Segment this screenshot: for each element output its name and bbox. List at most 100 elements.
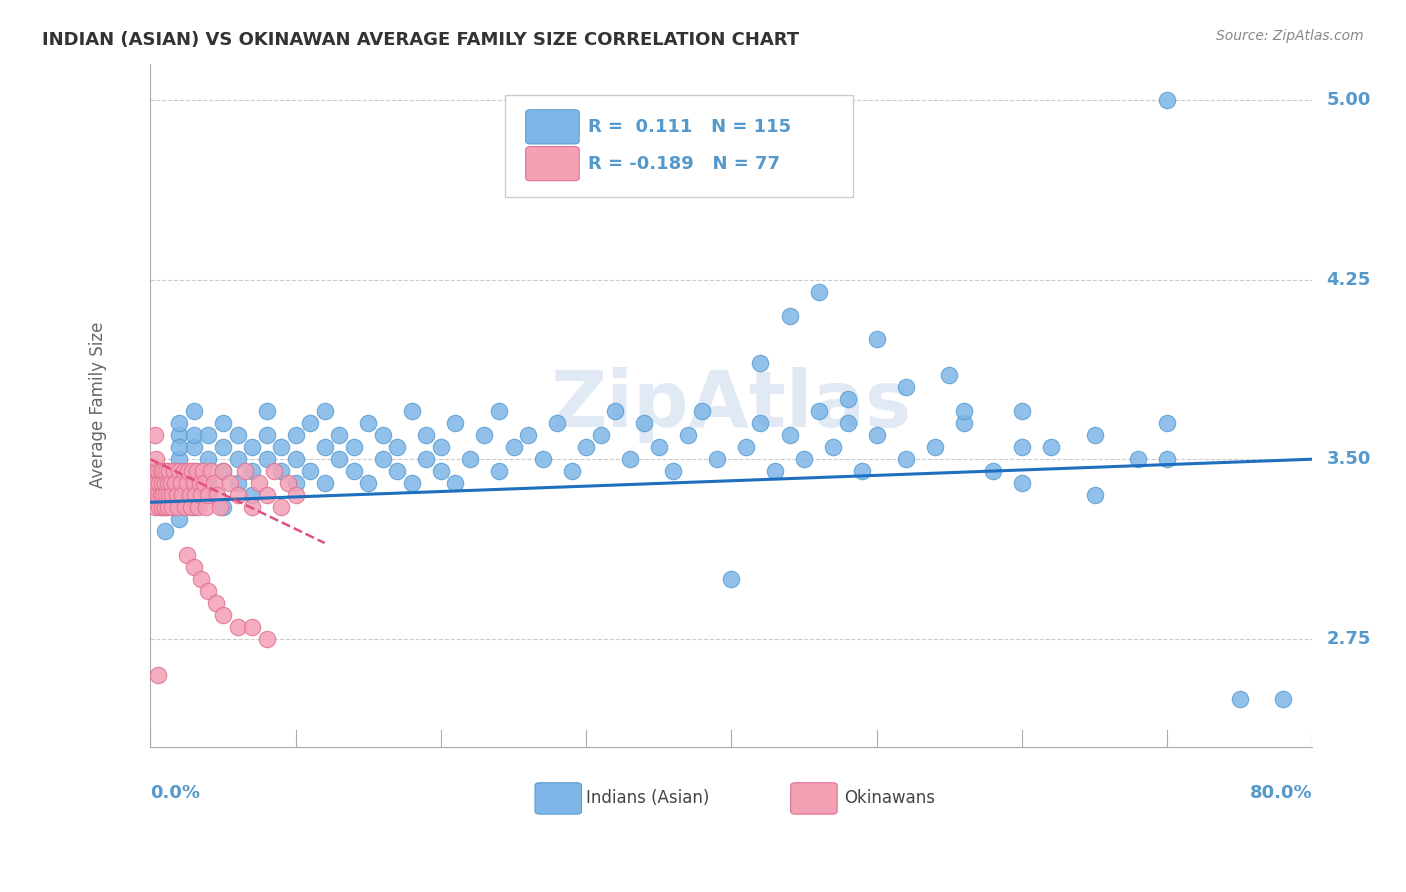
Text: 0.0%: 0.0% [150, 784, 201, 802]
Point [197, 428, 219, 442]
Point [141, 476, 163, 491]
Point [184, 488, 207, 502]
Point [212, 464, 235, 478]
Point [247, 476, 270, 491]
Point [1083, 488, 1105, 502]
Point [176, 548, 198, 562]
Point [153, 500, 176, 514]
Point [146, 667, 169, 681]
Point [357, 417, 380, 431]
Point [1011, 404, 1033, 418]
Point [401, 476, 423, 491]
Point [488, 464, 510, 478]
Point [197, 488, 219, 502]
Text: Okinawans: Okinawans [844, 789, 935, 807]
Point [233, 464, 256, 478]
FancyBboxPatch shape [526, 146, 579, 181]
Point [143, 500, 166, 514]
FancyBboxPatch shape [536, 783, 582, 814]
Point [156, 500, 179, 514]
Point [146, 488, 169, 502]
Point [240, 464, 263, 478]
Point [169, 428, 191, 442]
Point [169, 512, 191, 526]
Point [152, 464, 174, 478]
Point [142, 488, 165, 502]
Point [328, 428, 350, 442]
Point [156, 476, 179, 491]
Point [371, 452, 394, 467]
Point [183, 440, 205, 454]
Point [720, 572, 742, 586]
Point [1011, 440, 1033, 454]
Point [284, 476, 307, 491]
FancyBboxPatch shape [790, 783, 837, 814]
Point [176, 476, 198, 491]
Point [837, 392, 859, 407]
Point [371, 428, 394, 442]
Point [143, 464, 166, 478]
Point [148, 500, 170, 514]
Point [173, 464, 195, 478]
Point [153, 500, 176, 514]
Point [981, 464, 1004, 478]
Point [749, 417, 772, 431]
Point [150, 476, 173, 491]
Point [299, 464, 322, 478]
Point [240, 500, 263, 514]
Point [183, 476, 205, 491]
Point [256, 452, 278, 467]
Point [633, 417, 655, 431]
FancyBboxPatch shape [526, 110, 579, 144]
Point [1040, 440, 1063, 454]
Point [430, 464, 453, 478]
Point [205, 488, 228, 502]
Text: R =  0.111   N = 115: R = 0.111 N = 115 [589, 118, 792, 136]
Point [277, 476, 299, 491]
Point [166, 488, 188, 502]
Point [146, 464, 169, 478]
Point [226, 620, 249, 634]
Point [149, 464, 172, 478]
Point [517, 428, 540, 442]
Text: 4.25: 4.25 [1326, 270, 1371, 289]
Point [155, 488, 177, 502]
Point [256, 404, 278, 418]
Point [851, 464, 873, 478]
Point [194, 500, 217, 514]
Point [894, 380, 917, 394]
Point [181, 464, 204, 478]
Point [284, 488, 307, 502]
Point [212, 500, 235, 514]
Point [779, 428, 801, 442]
Text: 5.00: 5.00 [1326, 91, 1371, 109]
Point [779, 309, 801, 323]
Point [143, 428, 166, 442]
Point [153, 524, 176, 538]
Point [430, 440, 453, 454]
Point [749, 356, 772, 370]
Point [170, 476, 193, 491]
Point [149, 488, 172, 502]
Point [314, 440, 336, 454]
Point [387, 464, 409, 478]
FancyBboxPatch shape [505, 95, 853, 197]
Point [924, 440, 946, 454]
Point [458, 452, 481, 467]
Point [160, 500, 183, 514]
Point [575, 440, 598, 454]
Point [502, 440, 524, 454]
Point [160, 488, 183, 502]
Point [938, 368, 960, 383]
Point [648, 440, 671, 454]
Point [692, 404, 714, 418]
Point [159, 476, 181, 491]
Point [444, 417, 467, 431]
Point [240, 620, 263, 634]
Point [186, 464, 208, 478]
Point [387, 440, 409, 454]
Point [415, 452, 437, 467]
Point [343, 464, 366, 478]
Point [1156, 93, 1178, 107]
Point [169, 417, 191, 431]
